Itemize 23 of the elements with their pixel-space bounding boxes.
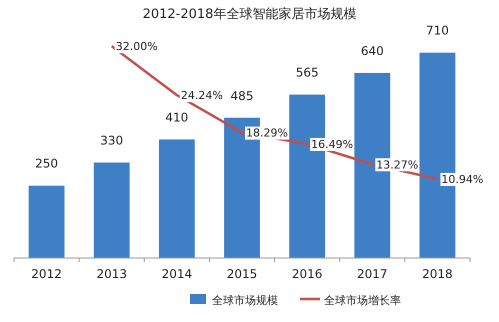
- legend-label: 全球市场增长率: [324, 294, 401, 307]
- data-label: 16.49%: [311, 138, 354, 151]
- data-label: 32.00%: [116, 40, 158, 54]
- x-tick-label: 2017: [357, 267, 388, 281]
- x-tick-label: 2012: [31, 267, 62, 281]
- legend-label: 全球市场规模: [212, 294, 278, 307]
- data-label: 13.27%: [376, 158, 418, 172]
- x-tick-label: 2014: [162, 267, 192, 281]
- title: 2012-2018年全球智能家居市场规模: [142, 7, 356, 22]
- data-label: 565: [296, 66, 319, 80]
- data-label: 485: [230, 88, 254, 103]
- data-label: 24.24%: [180, 89, 223, 102]
- x-tick-label: 2018: [422, 267, 453, 281]
- data-label: 18.29%: [246, 126, 288, 140]
- data-label: 10.94%: [441, 172, 484, 186]
- data-label: 330: [100, 134, 124, 148]
- x-tick-label: 2015: [226, 267, 258, 281]
- data-label: 710: [426, 24, 449, 38]
- x-tick-label: 2016: [292, 267, 322, 281]
- x-tick-label: 2013: [96, 267, 127, 281]
- data-label: 250: [35, 156, 58, 171]
- data-label: 410: [165, 110, 188, 124]
- data-label: 640: [360, 44, 384, 58]
